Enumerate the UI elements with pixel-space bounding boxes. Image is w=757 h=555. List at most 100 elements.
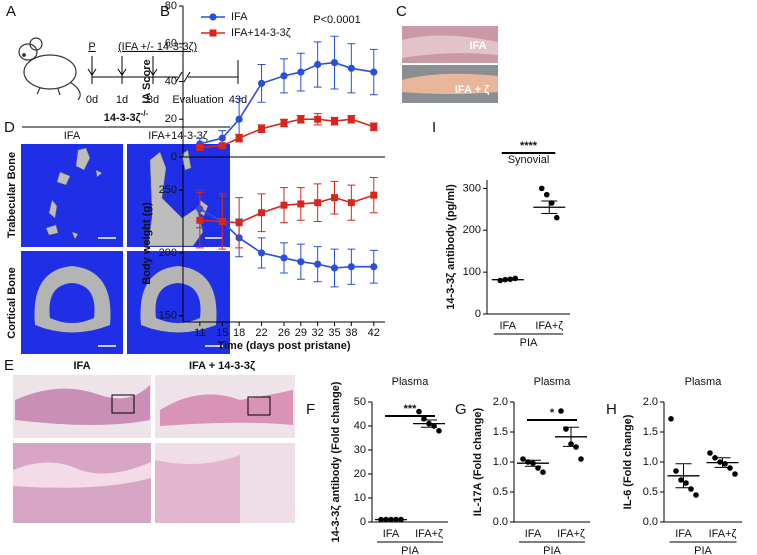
- panel-letter: C: [396, 3, 407, 20]
- marker: [218, 142, 226, 150]
- legend-label: IFA+14-3-3ζ: [231, 27, 291, 39]
- marker: [280, 201, 288, 209]
- timepoint: 1d: [116, 94, 128, 106]
- marker: [370, 123, 378, 131]
- marker: [196, 144, 204, 152]
- significance-label: ***: [404, 403, 418, 415]
- y-tick-label: 150: [159, 310, 177, 322]
- marker: [314, 60, 322, 69]
- marker: [331, 194, 338, 202]
- timepoint: 0d: [86, 94, 98, 106]
- series-line: [199, 208, 374, 269]
- microct-image: [21, 144, 123, 247]
- x-tick-label: 18: [233, 327, 245, 339]
- y-tick-label: 300: [463, 182, 481, 194]
- error-bar: [499, 278, 516, 281]
- y-tick-label: 10: [354, 492, 366, 504]
- marker: [196, 216, 204, 224]
- data-point: [668, 416, 674, 422]
- y-tick-label: 0: [360, 516, 366, 528]
- data-point: [673, 468, 679, 474]
- y-tick-label: 20: [354, 468, 366, 480]
- marker: [257, 249, 266, 257]
- data-point: [722, 461, 728, 467]
- marker: [314, 260, 322, 268]
- y-tick-label: 50: [354, 396, 366, 408]
- column-label: IFA + 14-3-3ζ: [189, 360, 255, 372]
- data-point: [573, 444, 579, 450]
- zoom-box: [247, 396, 271, 416]
- panel-letter: D: [4, 119, 15, 136]
- x-tick-label: 42: [368, 327, 380, 339]
- x-tick-label: IFA+ζ: [709, 528, 737, 540]
- error-bar: [563, 426, 579, 447]
- y-tick-label: 60: [165, 38, 177, 50]
- panel-letter: H: [606, 401, 617, 418]
- timepoint: 43d: [229, 94, 247, 106]
- chart-title: Plasma: [534, 376, 572, 388]
- data-point: [520, 456, 526, 462]
- y-tick-label: 100: [463, 266, 481, 278]
- y-tick-label: 2.0: [493, 396, 508, 408]
- data-point: [678, 477, 684, 483]
- y-tick-label: 1.5: [643, 426, 658, 438]
- injection-arrows: [87, 56, 158, 76]
- x-tick-label: IFA: [499, 320, 516, 332]
- marker: [235, 219, 243, 227]
- data-point: [688, 486, 694, 492]
- photo-label: IFA + ζ: [455, 84, 489, 96]
- panel-letter: G: [455, 401, 467, 418]
- cortical-bone: [34, 266, 111, 333]
- annotation: P<0.0001: [313, 14, 360, 26]
- data-point: [707, 450, 713, 456]
- data-point: [693, 492, 699, 498]
- significance-label: *: [550, 407, 555, 419]
- legend-marker: [209, 13, 217, 21]
- marker: [347, 115, 355, 123]
- column-label: IFA: [64, 130, 81, 142]
- y-tick-label: 250: [159, 184, 177, 196]
- marker: [280, 254, 288, 262]
- y-tick-label: 40: [165, 75, 177, 87]
- data-point: [578, 456, 584, 462]
- marker: [235, 115, 243, 123]
- y-tick-label: 20: [165, 113, 177, 125]
- row-label: Trabecular Bone: [6, 152, 18, 238]
- column-label: IFA: [73, 360, 90, 372]
- timeline-break: [175, 71, 191, 83]
- y-axis-label: Body weight (g): [141, 202, 153, 285]
- marker: [370, 263, 378, 271]
- series-line: [199, 118, 375, 149]
- marker: [370, 68, 378, 76]
- y-tick-label: 30: [354, 444, 366, 456]
- cortical-bone: [140, 266, 217, 333]
- marker: [297, 115, 305, 123]
- column-label: IFA+14-3-3ζ: [148, 130, 208, 142]
- group-label: PIA: [520, 337, 538, 349]
- x-tick-label: 11: [194, 327, 205, 339]
- y-tick-label: 1.0: [643, 456, 658, 468]
- x-tick-label: IFA+ζ: [557, 528, 585, 540]
- group-label: PIA: [543, 545, 561, 555]
- y-tick-label: 80: [165, 0, 177, 12]
- data-point: [543, 191, 550, 198]
- genotype: 14-3-3ζ: [104, 112, 141, 124]
- x-tick-label: 15: [216, 327, 228, 339]
- significance-label: ****: [520, 140, 538, 152]
- panel-letter: I: [432, 119, 436, 136]
- x-tick-label: 32: [312, 327, 324, 339]
- y-axis-label: IA Score: [141, 59, 153, 103]
- y-tick-label: 40: [354, 420, 366, 432]
- x-axis-label: Time (days post pristane): [217, 340, 350, 352]
- data-point: [732, 471, 738, 477]
- marker: [314, 199, 322, 207]
- data-point: [538, 185, 545, 192]
- marker: [314, 115, 322, 123]
- error-bar: [714, 457, 731, 468]
- y-tick-label: 0.0: [643, 516, 658, 528]
- tissue: [155, 455, 240, 523]
- chart-title: Plasma: [685, 376, 723, 388]
- chart-title: Plasma: [392, 376, 430, 388]
- x-tick-label: 38: [345, 327, 357, 339]
- x-tick-label: IFA: [525, 528, 542, 540]
